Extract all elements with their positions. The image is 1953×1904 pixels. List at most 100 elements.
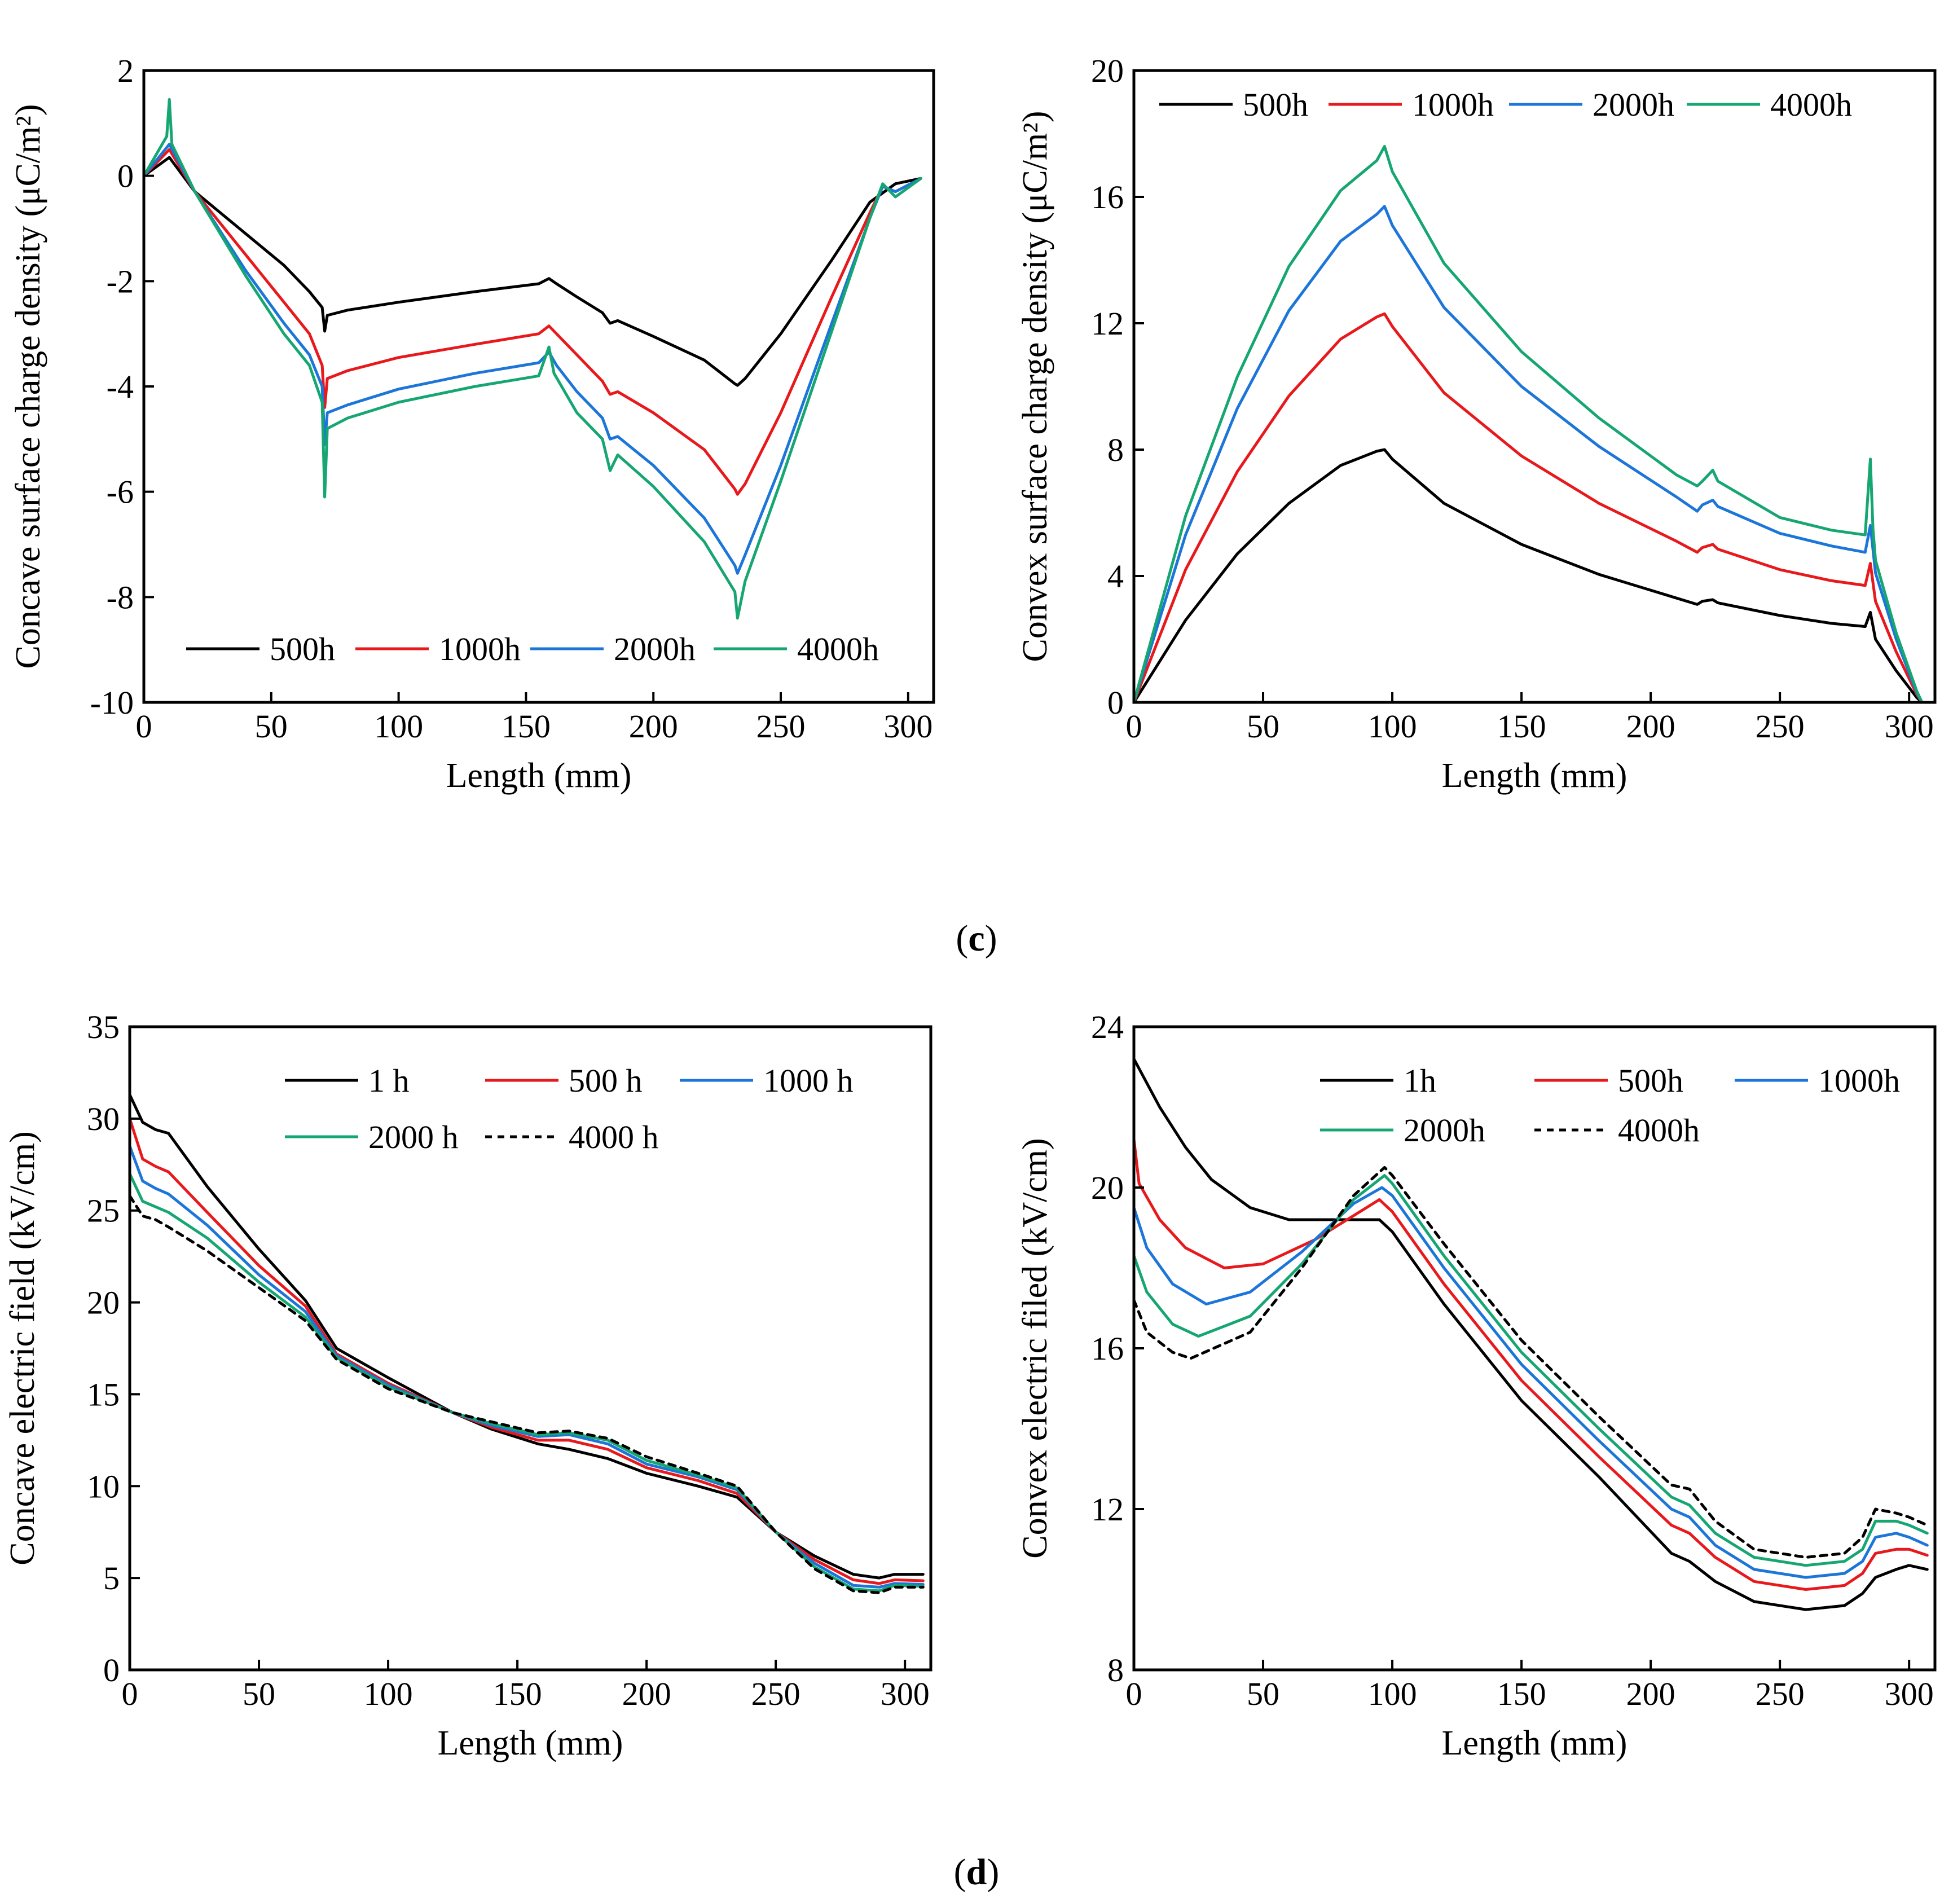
- x-axis-label: Length (mm): [1442, 1724, 1628, 1762]
- x-tick-label: 100: [1368, 1676, 1417, 1712]
- legend-label: 1000h: [1412, 86, 1494, 123]
- plot-frame: [1132, 69, 1937, 704]
- legend-label: 500h: [1618, 1062, 1683, 1099]
- y-axis-label: Concave surface charge density (μC/m²): [9, 104, 47, 669]
- series-line-4000h: [142, 98, 922, 620]
- x-tick-label: 300: [1885, 708, 1934, 745]
- y-tick-label: 12: [1091, 305, 1124, 342]
- y-tick-label: 0: [1107, 684, 1124, 721]
- caption-c: (c): [956, 918, 997, 959]
- x-tick-label: 150: [502, 708, 551, 745]
- series-line-4000h: [128, 1194, 925, 1594]
- x-tick-label: 200: [1626, 1676, 1675, 1712]
- series-line-4000h: [1132, 144, 1924, 704]
- legend-label: 500h: [270, 631, 335, 667]
- y-tick-label: 12: [1091, 1491, 1124, 1528]
- x-tick-label: 0: [1126, 708, 1142, 745]
- y-tick-label: 24: [1091, 1009, 1124, 1045]
- y-tick-label: 0: [103, 1652, 120, 1688]
- y-tick-label: 15: [87, 1376, 120, 1413]
- y-tick-label: 16: [1091, 1330, 1124, 1367]
- y-tick-label: -6: [107, 474, 134, 511]
- series-line-1000h: [128, 1145, 925, 1589]
- series-line-1000h: [1132, 1186, 1929, 1579]
- x-tick-label: 250: [756, 708, 806, 745]
- series-line-4000h: [1132, 1166, 1929, 1559]
- x-tick-label: 50: [255, 708, 288, 745]
- y-tick-label: 16: [1091, 179, 1124, 216]
- series-line-500h: [128, 1117, 925, 1585]
- legend-label: 2000h: [614, 631, 696, 667]
- y-axis-label: Convex electric filed (kV/cm): [1016, 1138, 1054, 1558]
- y-tick-label: 30: [87, 1101, 120, 1137]
- series-line-500h: [142, 156, 922, 387]
- y-tick-label: -8: [107, 579, 134, 615]
- legend-label: 4000h: [1618, 1112, 1700, 1149]
- x-tick-label: 150: [1497, 708, 1546, 745]
- series-line-1000h: [1132, 312, 1924, 704]
- x-tick-label: 250: [1756, 708, 1805, 745]
- legend-label: 2000h: [1593, 86, 1674, 123]
- series-line-500h: [1132, 448, 1924, 704]
- y-tick-label: -4: [107, 368, 134, 405]
- y-tick-label: 20: [1091, 1169, 1124, 1206]
- chart-convex-charge: 0 50 100 150 200 250 300 0 4 8 12 16 20 Length (mm) Co…: [1016, 52, 1937, 795]
- legend-label: 4000h: [797, 631, 879, 667]
- y-tick-label: -10: [90, 684, 134, 721]
- legend-label: 1h: [1404, 1062, 1436, 1099]
- y-tick-label: -2: [107, 263, 134, 300]
- x-tick-label: 200: [1626, 708, 1675, 745]
- chart-convex-field: 0 50 100 150 200 250 300 8 12 16 20 24 Length (mm) Co…: [1016, 1009, 1937, 1762]
- caption-d: (d): [954, 1852, 1000, 1893]
- x-tick-label: 100: [1368, 708, 1417, 745]
- x-tick-label: 50: [243, 1676, 275, 1712]
- x-tick-label: 300: [881, 1676, 930, 1712]
- legend-label: 4000h: [1770, 86, 1852, 123]
- legend-label: 500h: [1243, 86, 1308, 123]
- y-axis-label: Convex surface charge density (μC/m²): [1016, 111, 1054, 662]
- legend-label: 1000h: [1818, 1062, 1900, 1099]
- y-tick-label: 0: [117, 158, 134, 195]
- y-tick-label: 4: [1107, 558, 1124, 595]
- x-tick-label: 100: [364, 1676, 413, 1712]
- legend-label: 4000 h: [569, 1119, 659, 1155]
- plot-frame: [128, 1025, 932, 1672]
- x-tick-label: 0: [122, 1676, 138, 1712]
- x-tick-label: 0: [1126, 1676, 1142, 1712]
- x-tick-label: 150: [1497, 1676, 1546, 1712]
- series-line-2000h: [142, 143, 922, 575]
- x-axis-label: Length (mm): [446, 757, 632, 795]
- legend-label: 1 h: [368, 1062, 410, 1099]
- series-line-500h: [1132, 1138, 1929, 1591]
- x-tick-label: 150: [493, 1676, 542, 1712]
- x-axis-label: Length (mm): [1442, 757, 1628, 795]
- legend-label: 1000h: [439, 631, 521, 667]
- x-tick-label: 0: [136, 708, 152, 745]
- legend-label: 2000 h: [368, 1119, 459, 1155]
- legend-label: 2000h: [1404, 1112, 1485, 1149]
- series-line-1000h: [142, 148, 922, 496]
- y-tick-label: 8: [1107, 432, 1124, 468]
- y-tick-label: 20: [87, 1285, 120, 1321]
- x-tick-label: 50: [1247, 1676, 1279, 1712]
- x-tick-label: 250: [751, 1676, 800, 1712]
- y-axis-label: Concave electric field (kV/cm): [3, 1131, 42, 1565]
- series-line-2000h: [1132, 205, 1924, 704]
- x-tick-label: 300: [883, 708, 932, 745]
- y-tick-label: 20: [1091, 52, 1124, 89]
- legend-label: 500 h: [569, 1062, 643, 1099]
- y-tick-label: 25: [87, 1193, 120, 1229]
- chart-concave-field: 0 50 100 150 200 250 300 0 5 10 15 20 25 30 35 Length (…: [3, 1009, 932, 1762]
- y-tick-label: 10: [87, 1468, 120, 1505]
- series-line-2000h: [128, 1172, 925, 1593]
- x-axis-label: Length (mm): [438, 1724, 623, 1762]
- series-line-1h: [128, 1093, 925, 1580]
- series-line-1h: [1132, 1057, 1929, 1611]
- x-tick-label: 50: [1247, 708, 1279, 745]
- y-tick-label: 5: [103, 1560, 120, 1597]
- x-tick-label: 200: [622, 1676, 671, 1712]
- y-tick-label: 8: [1107, 1652, 1124, 1688]
- chart-concave-charge: 0 50 100 150 200 250 300 -10 -8 -6 -4 -2 0 2 Length (m…: [9, 52, 935, 795]
